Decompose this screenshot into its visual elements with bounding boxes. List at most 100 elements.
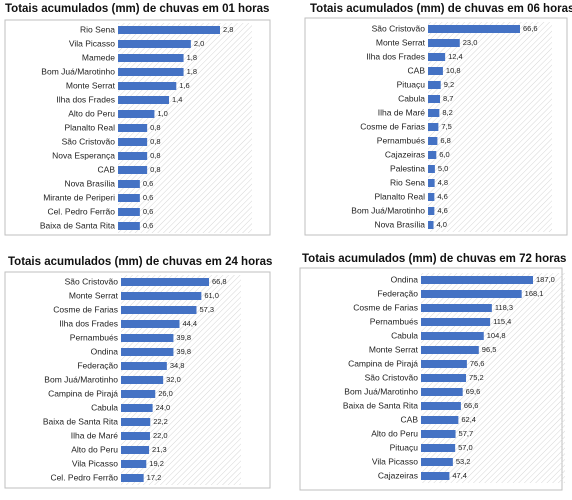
category-label: Bom Juá/Marotinho: [44, 374, 118, 384]
category-label: Cosme de Farias: [360, 121, 425, 131]
category-label: Campina de Pirajá: [48, 388, 118, 398]
bar: [121, 292, 202, 300]
category-label: Pituaçu: [390, 442, 419, 452]
value-label: 0,8: [150, 165, 160, 174]
chart-title: Totais acumulados (mm) de chuvas em 72 h…: [302, 253, 566, 265]
bar: [428, 25, 520, 33]
value-label: 57,7: [459, 429, 474, 438]
category-label: Pernambués: [70, 332, 118, 342]
bar: [118, 40, 191, 48]
value-label: 8,7: [443, 94, 453, 103]
value-label: 57,0: [458, 443, 473, 452]
value-label: 22,2: [153, 417, 168, 426]
value-label: 1,8: [187, 53, 197, 62]
bar: [121, 390, 156, 398]
bar: [428, 109, 440, 117]
value-label: 66,8: [212, 277, 227, 286]
category-label: Vila Picasso: [69, 38, 115, 48]
value-label: 6,8: [440, 136, 450, 145]
bar: [118, 194, 140, 202]
bar: [428, 123, 439, 131]
bar: [121, 278, 209, 286]
value-label: 19,2: [149, 459, 164, 468]
chart-title: Totais acumulados (mm) de chuvas em 01 h…: [5, 3, 269, 15]
bar: [428, 81, 441, 89]
value-label: 0,6: [143, 207, 153, 216]
bar: [428, 193, 435, 201]
bar: [428, 221, 434, 229]
value-label: 104,8: [487, 331, 506, 340]
bar: [421, 388, 463, 396]
value-label: 4,0: [437, 220, 447, 229]
bar: [118, 26, 220, 34]
category-label: CAB: [98, 164, 116, 174]
bar: [421, 332, 484, 340]
chart-title: Totais acumulados (mm) de chuvas em 06 h…: [310, 3, 572, 15]
category-label: São Cristovão: [372, 23, 426, 33]
value-label: 1,6: [179, 81, 189, 90]
bar: [421, 444, 456, 452]
chart-title: Totais acumulados (mm) de chuvas em 24 h…: [8, 256, 272, 268]
value-label: 47,4: [452, 471, 467, 480]
category-label: Monte Serrat: [369, 344, 419, 354]
bar: [121, 348, 174, 356]
bar: [428, 165, 435, 173]
bar: [421, 374, 467, 382]
category-label: Pernambués: [370, 316, 418, 326]
category-label: Bom Juá/Marotinho: [344, 386, 418, 396]
category-label: Pituaçu: [397, 79, 426, 89]
value-label: 24,0: [156, 403, 171, 412]
value-label: 12,4: [448, 52, 463, 61]
bar: [428, 95, 441, 103]
bar: [421, 416, 459, 424]
bar: [118, 166, 148, 174]
bar: [118, 222, 140, 230]
category-label: Baixa de Santa Rita: [43, 416, 118, 426]
category-label: Cajazeiras: [385, 149, 425, 159]
value-label: 44,4: [182, 319, 197, 328]
value-label: 115,4: [493, 317, 511, 326]
bar: [121, 334, 174, 342]
bar: [121, 418, 151, 426]
category-label: Monte Serrat: [376, 37, 426, 47]
category-label: Cosme de Farias: [53, 304, 118, 314]
bar: [121, 446, 150, 454]
bar: [121, 460, 147, 468]
category-label: Cabula: [398, 93, 425, 103]
value-label: 6,0: [439, 150, 449, 159]
category-label: Ilha dos Frades: [366, 51, 425, 61]
value-label: 1,8: [187, 67, 197, 76]
category-label: Nova Esperança: [52, 150, 115, 160]
value-label: 168,1: [525, 289, 544, 298]
value-label: 62,4: [461, 415, 476, 424]
category-label: Ilha dos Frades: [56, 94, 115, 104]
value-label: 23,0: [463, 38, 478, 47]
category-label: Alto do Peru: [68, 108, 115, 118]
bar: [118, 68, 184, 76]
value-label: 1,4: [172, 95, 182, 104]
bar: [121, 376, 164, 384]
value-label: 0,6: [143, 179, 153, 188]
value-label: 0,6: [143, 193, 153, 202]
category-label: Planalto Real: [374, 191, 425, 201]
value-label: 5,0: [438, 164, 448, 173]
category-label: Mirante de Periperi: [43, 192, 115, 202]
value-label: 2,8: [223, 25, 233, 34]
value-label: 17,2: [147, 473, 162, 482]
category-label: Pernambués: [377, 135, 425, 145]
bar: [118, 96, 169, 104]
category-label: Alto do Peru: [71, 444, 118, 454]
bar: [421, 472, 450, 480]
category-label: Monte Serrat: [66, 80, 116, 90]
value-label: 69,6: [466, 387, 481, 396]
category-label: Nova Brasília: [64, 178, 115, 188]
bar: [421, 430, 456, 438]
category-label: São Cristovão: [365, 372, 419, 382]
category-label: Cabula: [391, 330, 418, 340]
category-label: Rio Sena: [390, 177, 425, 187]
bar: [428, 207, 435, 215]
category-label: Alto do Peru: [371, 428, 418, 438]
category-label: Nova Brasília: [374, 219, 425, 229]
value-label: 57,3: [199, 305, 214, 314]
